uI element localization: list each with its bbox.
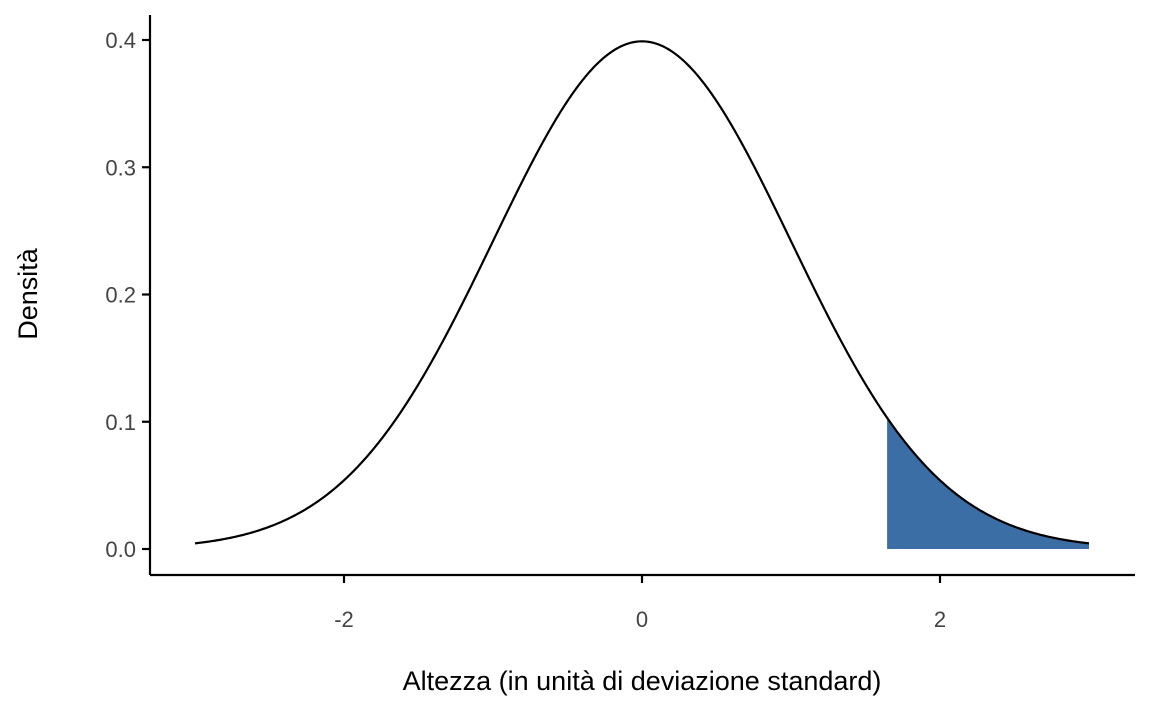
x-tick-label: 2 xyxy=(934,607,946,632)
x-tick-label: -2 xyxy=(334,607,354,632)
x-axis-title: Altezza (in unità di deviazione standard… xyxy=(403,666,882,696)
shaded-tail-area xyxy=(887,417,1089,549)
axes: -2 0 2 0.0 0.1 0.2 0.3 0.4 xyxy=(105,15,1135,632)
x-tick-label: 0 xyxy=(636,607,648,632)
y-tick-label: 0.0 xyxy=(105,537,136,562)
y-tick-label: 0.2 xyxy=(105,283,136,308)
y-tick-label: 0.4 xyxy=(105,28,136,53)
plot-area xyxy=(194,40,1090,549)
density-curve-line xyxy=(194,40,1090,545)
y-tick-label: 0.1 xyxy=(105,410,136,435)
y-tick-label: 0.3 xyxy=(105,155,136,180)
y-axis-title: Densità xyxy=(13,247,43,340)
